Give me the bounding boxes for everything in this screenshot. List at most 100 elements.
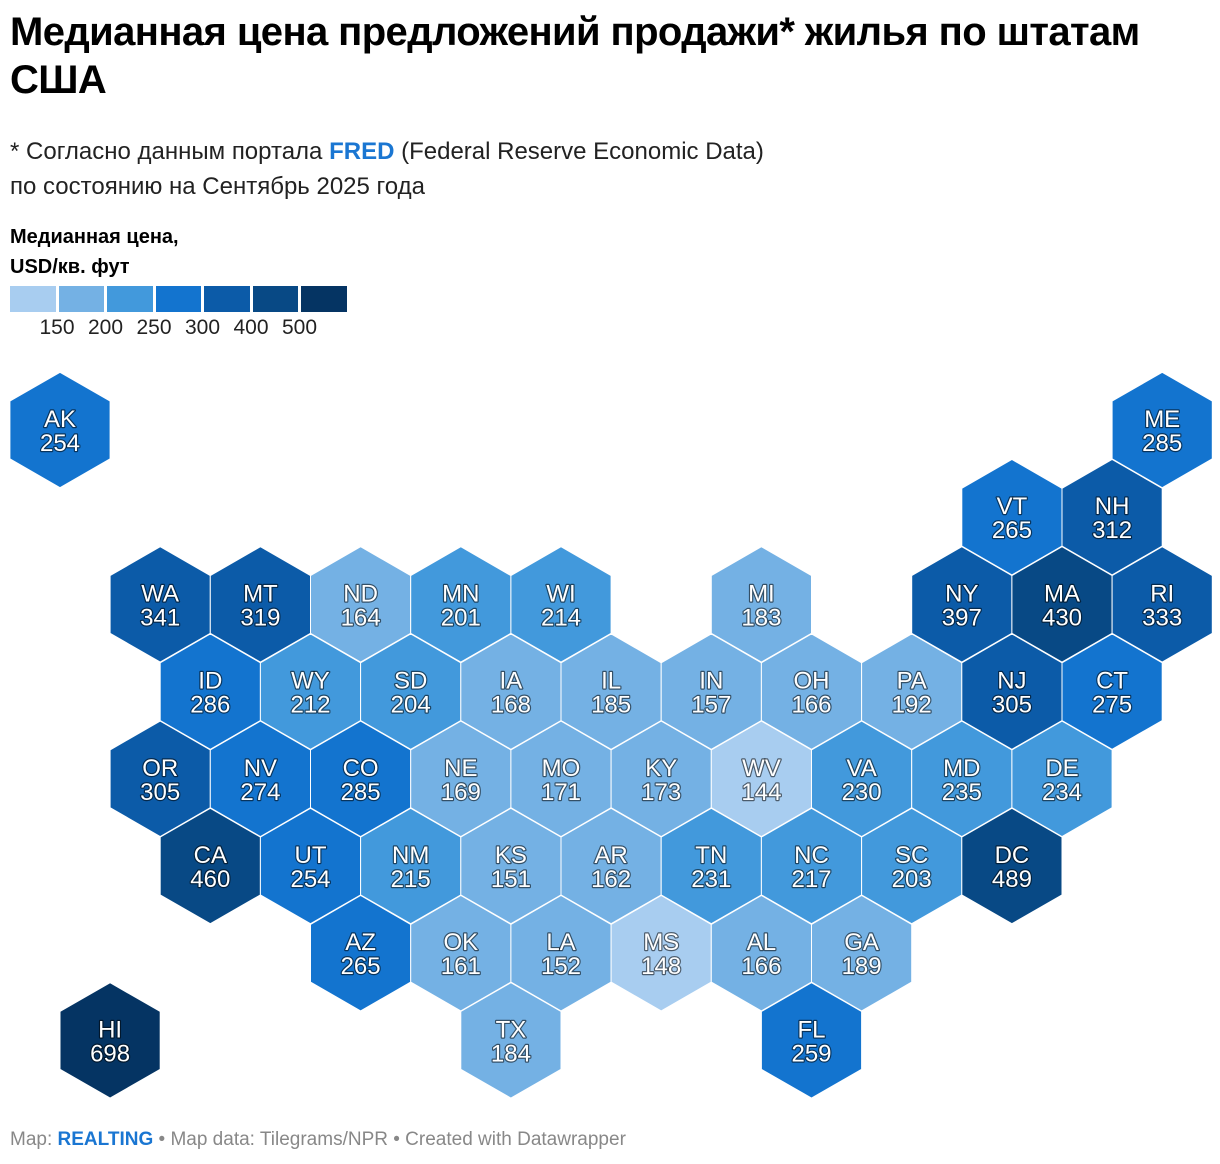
state-value-label: 144 xyxy=(741,779,781,806)
state-code-label: PA xyxy=(897,668,927,695)
subtitle-prefix: * Согласно данным портала xyxy=(10,138,330,165)
state-hex[interactable] xyxy=(1061,458,1163,576)
state-hex[interactable] xyxy=(1111,546,1213,663)
state-value-label: 183 xyxy=(741,604,781,631)
state-value-label: 201 xyxy=(441,604,481,631)
state-value-label: 212 xyxy=(290,692,330,719)
state-code-label: NM xyxy=(392,842,429,869)
state-value-label: 215 xyxy=(391,866,431,893)
state-value-label: 333 xyxy=(1142,604,1182,631)
state-value-label: 230 xyxy=(842,779,882,806)
state-hex[interactable] xyxy=(710,546,812,663)
fred-link[interactable]: FRED xyxy=(329,138,395,165)
legend-tick-labels: 150 200 250 300 400 500 xyxy=(0,316,400,342)
state-value-label: 204 xyxy=(391,692,431,719)
state-code-label: AL xyxy=(747,929,776,956)
state-code-label: GA xyxy=(844,929,879,956)
state-code-label: NH xyxy=(1095,493,1130,520)
state-value-label: 168 xyxy=(491,692,531,719)
state-value-label: 164 xyxy=(341,604,381,631)
state-code-label: IA xyxy=(500,668,523,695)
state-code-label: VT xyxy=(997,493,1028,520)
state-value-label: 305 xyxy=(992,692,1032,719)
state-hex[interactable] xyxy=(9,371,111,489)
state-code-label: MI xyxy=(748,580,775,607)
state-value-label: 148 xyxy=(641,953,681,980)
state-value-label: 254 xyxy=(290,866,330,893)
legend-tick-label: 200 xyxy=(87,316,124,339)
state-code-label: WI xyxy=(546,580,575,607)
state-hex[interactable] xyxy=(510,546,612,663)
state-hex[interactable] xyxy=(460,982,562,1099)
state-hex[interactable] xyxy=(1111,371,1213,489)
state-value-label: 274 xyxy=(240,779,280,806)
state-hex[interactable] xyxy=(1061,633,1163,750)
state-value-label: 217 xyxy=(791,866,831,893)
state-code-label: MS xyxy=(643,929,679,956)
state-code-label: AZ xyxy=(345,929,376,956)
state-hex[interactable] xyxy=(811,894,913,1012)
state-code-label: CA xyxy=(194,842,227,869)
state-value-label: 319 xyxy=(240,604,280,631)
state-hex[interactable] xyxy=(59,982,161,1099)
state-code-label: KY xyxy=(645,755,677,782)
state-hex[interactable] xyxy=(760,982,863,1099)
state-hex[interactable] xyxy=(961,807,1063,925)
state-value-label: 489 xyxy=(992,866,1032,893)
state-code-label: ID xyxy=(198,668,222,695)
state-code-label: MD xyxy=(943,755,980,782)
state-code-label: MN xyxy=(442,580,479,607)
state-code-label: IN xyxy=(699,668,723,695)
state-hex[interactable] xyxy=(1011,720,1113,838)
footer-brand-link[interactable]: REALTING xyxy=(57,1129,154,1150)
state-code-label: NC xyxy=(794,842,829,869)
